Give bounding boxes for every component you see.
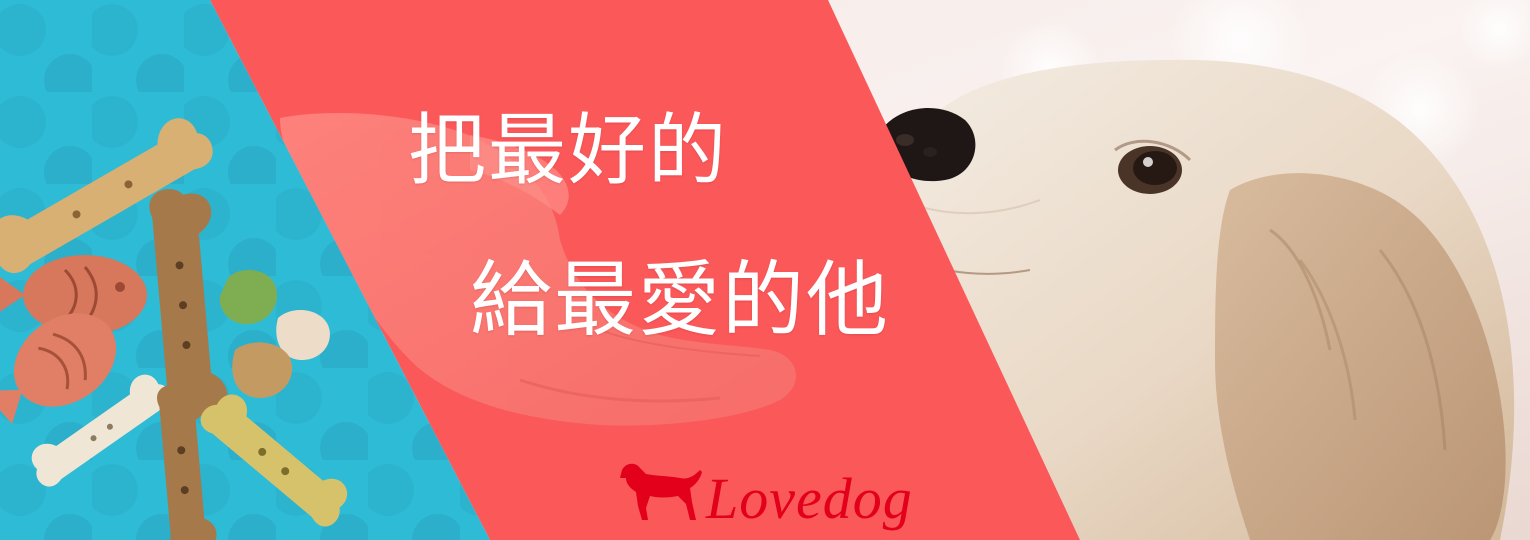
dog-silhouette-icon [620,463,702,520]
dog-biscuit-icon [0,118,348,540]
brand-logo-text[interactable]: Lovedog [706,466,913,531]
open-hand-icon [280,113,797,426]
puppy-photo [868,59,1515,540]
headline-line-1: 把最好的 [408,106,729,196]
headline-line-2: 給最愛的他 [470,253,891,348]
